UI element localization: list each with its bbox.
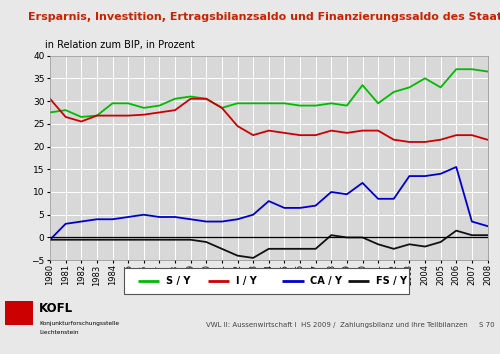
Text: S / Y: S / Y (166, 275, 190, 286)
Text: in Relation zum BIP, in Prozent: in Relation zum BIP, in Prozent (45, 40, 195, 50)
Text: FS / Y: FS / Y (376, 275, 407, 286)
Text: Ersparnis, Investition, Ertragsbilanzsaldo und Finanzierungssaldo des Staates: Ersparnis, Investition, Ertragsbilanzsal… (28, 12, 500, 22)
Text: I / Y: I / Y (236, 275, 256, 286)
Text: Konjunkturforschungsstelle: Konjunkturforschungsstelle (39, 321, 119, 326)
Text: KOFL: KOFL (39, 302, 73, 315)
Bar (5, 301, 32, 325)
FancyBboxPatch shape (124, 268, 409, 294)
Text: Liechtenstein: Liechtenstein (39, 330, 78, 335)
Text: VWL II: Aussenwirtschaft I  HS 2009 /  Zahlungsbilanz und ihre Teilbilanzen     : VWL II: Aussenwirtschaft I HS 2009 / Zah… (206, 322, 495, 328)
Text: CA / Y: CA / Y (310, 275, 342, 286)
